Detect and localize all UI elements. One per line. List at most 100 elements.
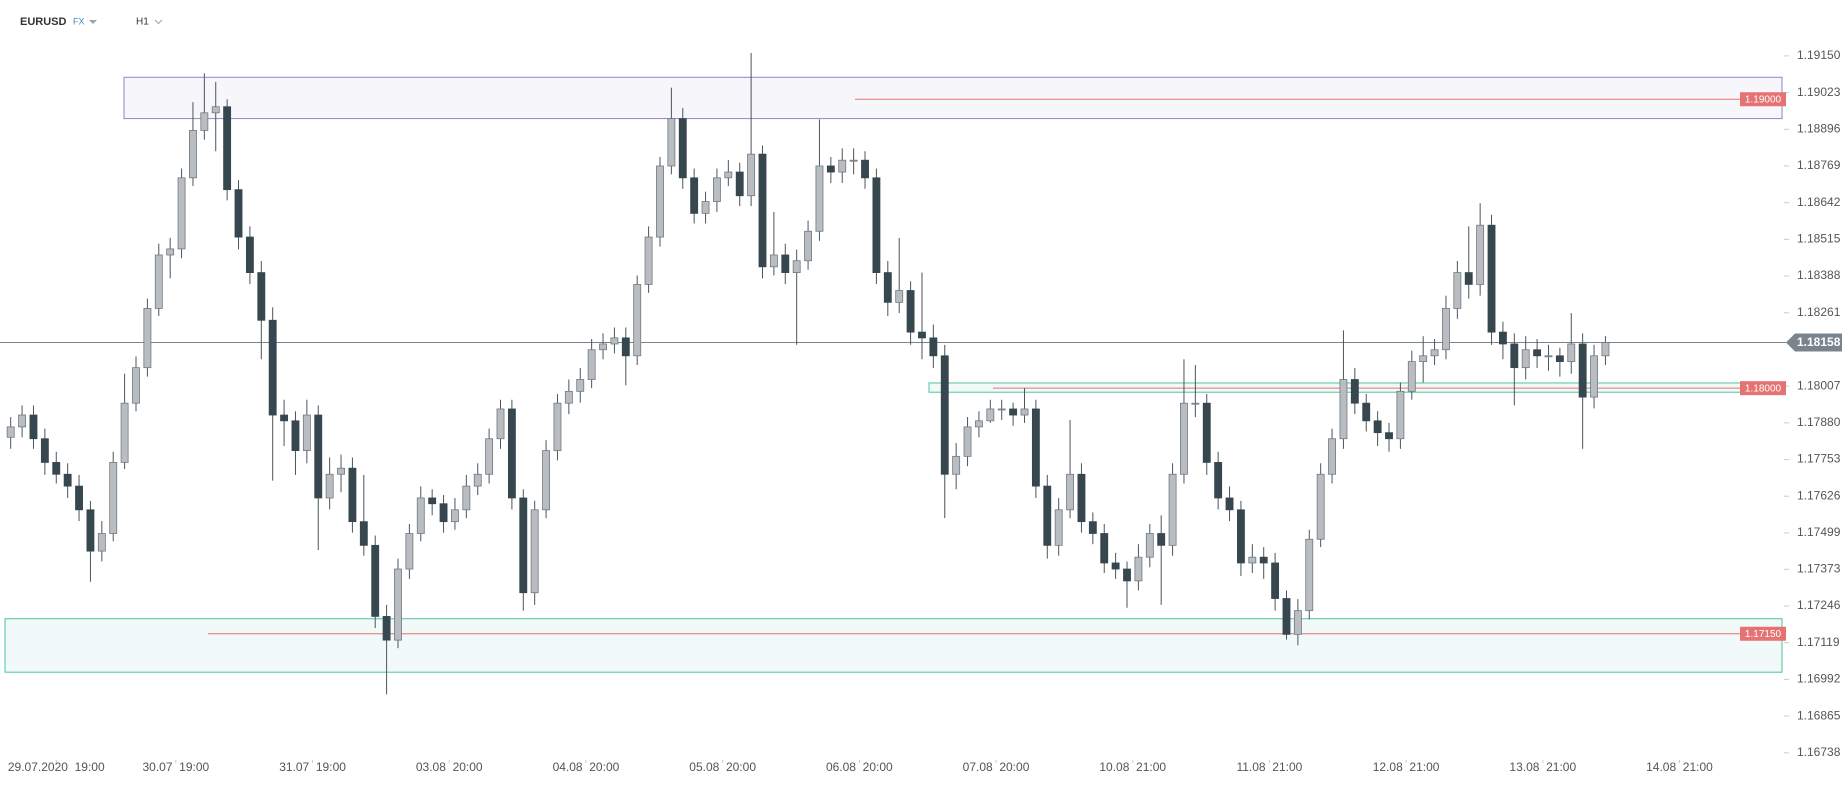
candle-body	[485, 438, 494, 475]
candle-body	[952, 455, 961, 475]
market-caret[interactable]	[89, 20, 97, 24]
candle-body	[359, 521, 368, 546]
candle-body	[314, 414, 323, 499]
candle-body	[325, 473, 334, 499]
candle-body	[451, 509, 459, 523]
candle-body	[895, 290, 904, 303]
candle-body	[63, 473, 72, 487]
level-label-box	[1740, 626, 1786, 641]
candle-body	[1168, 473, 1177, 546]
candle-body	[245, 236, 254, 273]
current-price-label: 1.18158	[1797, 335, 1841, 349]
candle-body	[1271, 562, 1280, 599]
candle-body	[1259, 556, 1268, 564]
x-tick-label: 03.08 20:00	[416, 760, 483, 774]
y-tick-label: 1.18261	[1797, 305, 1841, 319]
candle-body	[496, 408, 505, 440]
candle-body	[633, 284, 642, 357]
candle-body	[1544, 355, 1553, 358]
candle-body	[656, 165, 664, 238]
candle-body	[177, 177, 186, 250]
candle-body	[1145, 533, 1154, 558]
candle-body	[18, 414, 27, 428]
candle-body	[1396, 390, 1405, 440]
candle-body	[861, 159, 869, 179]
candle-body	[678, 118, 687, 179]
candle-body	[97, 533, 106, 552]
candle-body	[154, 254, 163, 309]
y-tick-label: 1.17880	[1797, 415, 1841, 429]
candle-body	[1157, 533, 1166, 546]
candle-body	[1305, 538, 1314, 612]
candle-body	[975, 420, 983, 428]
candle-body	[40, 438, 49, 463]
y-tick-label: 1.17246	[1797, 598, 1841, 612]
candle-body	[1419, 355, 1428, 362]
y-tick-label: 1.17499	[1797, 525, 1841, 539]
candle-body	[758, 153, 767, 268]
candle-body	[986, 408, 995, 422]
y-tick-label: 1.19150	[1797, 48, 1841, 62]
candle-body	[576, 379, 585, 392]
candle-body	[872, 177, 881, 273]
zone	[123, 76, 1783, 120]
candles	[6, 53, 1610, 695]
candle-body	[507, 408, 516, 499]
timeframe[interactable]: H1	[136, 17, 149, 28]
candle-body	[337, 467, 345, 475]
candle-body	[701, 201, 710, 214]
x-tick-label: 30.07 19:00	[142, 760, 209, 774]
candle-body	[257, 272, 266, 321]
y-tick-label: 1.18769	[1797, 158, 1841, 172]
level-label-box	[1740, 92, 1786, 107]
current-price-box	[1786, 333, 1842, 352]
candle-body	[189, 130, 197, 179]
x-tick-label: 10.08 21:00	[1099, 760, 1166, 774]
candle-body	[997, 408, 1006, 411]
candle-body	[826, 165, 835, 173]
candle-body	[1567, 343, 1576, 362]
y-tick-label: 1.17626	[1797, 488, 1841, 502]
x-tick-label: 05.08 20:00	[689, 760, 756, 774]
x-tick-label: 31.07 19:00	[279, 760, 346, 774]
candle-body	[1088, 521, 1097, 534]
candle-body	[1533, 349, 1542, 357]
candle-body	[132, 367, 140, 404]
candle-body	[109, 462, 118, 534]
y-tick-label: 1.18896	[1797, 121, 1841, 135]
market[interactable]: FX	[73, 16, 85, 26]
x-tick-label: 11.08 21:00	[1236, 760, 1302, 774]
symbol[interactable]: EURUSD	[20, 16, 67, 28]
candle-body	[1100, 533, 1109, 564]
y-tick-label: 1.17373	[1797, 561, 1841, 575]
candle-body	[75, 485, 83, 511]
candle-body	[1293, 610, 1302, 635]
candle-body	[143, 308, 152, 369]
x-tick-label: 04.08 20:00	[553, 760, 620, 774]
y-tick-label: 1.17119	[1797, 635, 1840, 649]
candle-body	[1134, 556, 1143, 582]
candle-body	[439, 503, 448, 523]
y-tick-label: 1.19023	[1797, 85, 1841, 99]
candle-body	[1498, 331, 1507, 345]
y-tick-label: 1.16738	[1797, 745, 1841, 759]
candle-body	[530, 509, 539, 594]
candle-body	[473, 473, 482, 487]
candle-body	[1555, 355, 1564, 362]
candle-body	[29, 414, 38, 440]
candle-body	[667, 118, 676, 167]
y-tick-label: 1.17753	[1797, 452, 1841, 466]
candle-body	[1214, 462, 1223, 499]
candle-body	[599, 343, 607, 351]
candle-body	[519, 497, 528, 594]
x-tick-label: 14.08 21:00	[1646, 760, 1713, 774]
candle-body	[405, 533, 414, 570]
candle-body	[86, 509, 95, 552]
candle-body	[1464, 272, 1473, 285]
candle-body	[1578, 343, 1587, 398]
candle-body	[1510, 343, 1519, 369]
candle-body	[462, 485, 471, 511]
timeframe-caret[interactable]	[154, 19, 163, 25]
candle-body	[735, 171, 744, 197]
level-label: 1.18000	[1745, 383, 1782, 394]
